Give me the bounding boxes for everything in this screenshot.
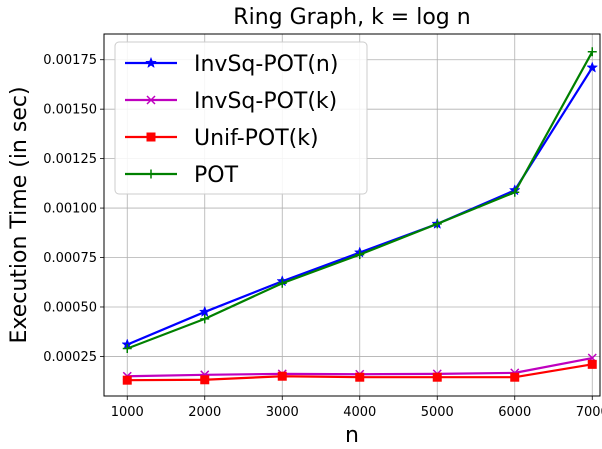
y-tick-label: 0.00100 xyxy=(43,202,97,217)
y-tick-label: 0.00175 xyxy=(43,53,97,68)
data-point xyxy=(200,314,210,324)
data-point xyxy=(277,371,287,381)
data-point xyxy=(122,344,132,354)
data-point xyxy=(510,372,520,382)
legend-item: POT xyxy=(125,163,239,188)
legend-item: InvSq-POT(k) xyxy=(125,89,337,114)
y-tick-label: 0.00025 xyxy=(43,350,97,365)
legend-label: Unif-POT(k) xyxy=(194,126,319,151)
legend-marker xyxy=(145,56,157,69)
legend-label: InvSq-POT(n) xyxy=(194,52,338,77)
legend-label: POT xyxy=(194,163,239,188)
x-tick-label: 6000 xyxy=(498,405,531,420)
series-pot xyxy=(122,47,597,354)
x-tick-label: 1000 xyxy=(111,405,144,420)
y-tick-label: 0.00050 xyxy=(43,300,97,315)
legend-item: Unif-POT(k) xyxy=(125,126,319,151)
chart-title: Ring Graph, k = log n xyxy=(233,5,470,30)
y-tick-label: 0.00075 xyxy=(43,251,97,266)
data-point xyxy=(432,219,442,229)
data-point xyxy=(355,250,365,260)
data-point xyxy=(586,61,599,73)
x-tick-label: 5000 xyxy=(421,405,454,420)
legend: InvSq-POT(n) InvSq-POT(k) Unif-POT(k) POT xyxy=(114,41,368,195)
series-unif-pot-k- xyxy=(122,359,597,385)
legend-item: InvSq-POT(n) xyxy=(125,52,338,77)
x-tick-label: 4000 xyxy=(343,405,376,420)
legend-label: InvSq-POT(k) xyxy=(194,89,337,114)
y-tick-label: 0.00125 xyxy=(43,152,97,167)
x-axis-label: n xyxy=(345,423,359,448)
y-axis: 0.00025 0.00050 0.00075 0.00100 0.00125 0.001… xyxy=(43,53,104,365)
legend-box xyxy=(114,41,368,195)
data-point xyxy=(198,305,211,317)
x-tick-label: 3000 xyxy=(266,405,299,420)
plot-frame xyxy=(103,33,601,397)
legend-marker xyxy=(146,169,156,179)
legend-marker xyxy=(146,95,156,105)
data-point xyxy=(277,278,287,288)
data-point xyxy=(587,359,597,369)
y-axis-label: Execution Time (in sec) xyxy=(7,86,32,343)
data-point xyxy=(122,375,132,385)
data-point xyxy=(587,47,597,57)
x-tick-label: 2000 xyxy=(188,405,221,420)
data-point xyxy=(355,372,365,382)
data-point xyxy=(510,187,520,197)
data-point xyxy=(200,375,210,385)
legend-marker xyxy=(146,132,156,142)
y-tick-label: 0.00150 xyxy=(43,103,97,118)
data-point xyxy=(432,372,442,382)
series-layer xyxy=(121,47,599,385)
